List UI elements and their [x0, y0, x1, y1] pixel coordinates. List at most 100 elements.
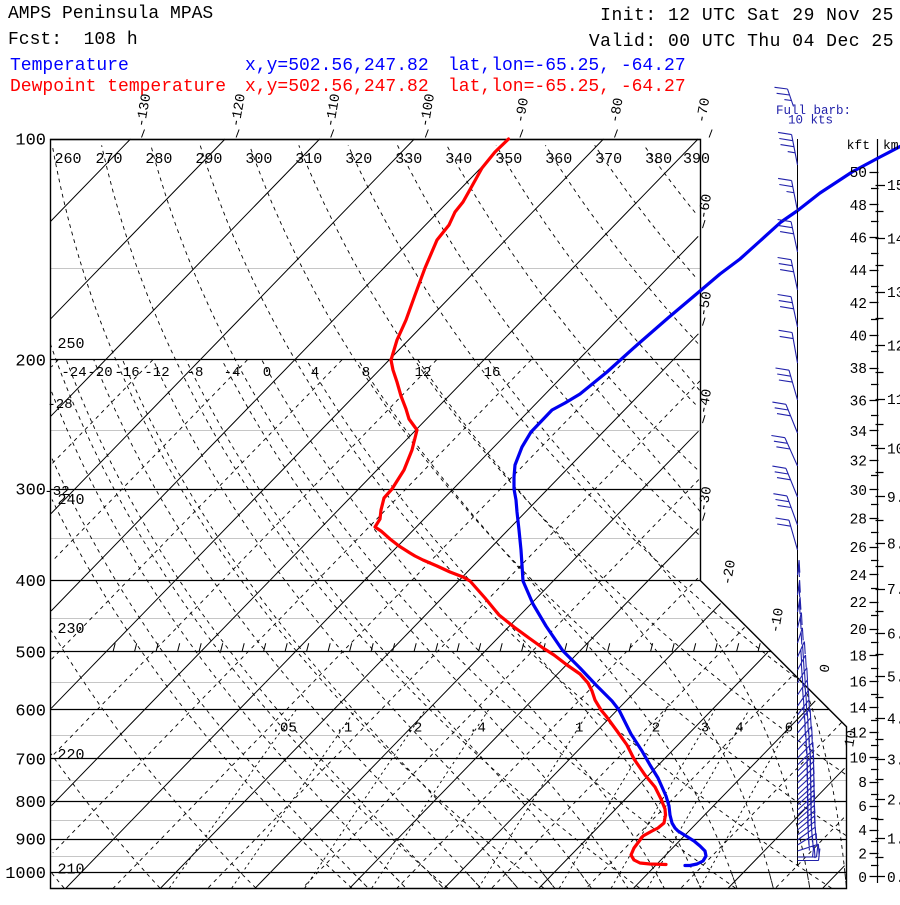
- svg-text:280: 280: [145, 151, 172, 168]
- svg-text:18: 18: [850, 650, 867, 666]
- svg-text:3.: 3.: [887, 754, 900, 770]
- svg-text:32: 32: [850, 455, 867, 471]
- svg-text:-12: -12: [144, 365, 169, 381]
- svg-text:13.: 13.: [887, 286, 900, 302]
- svg-text:9.: 9.: [887, 491, 900, 507]
- svg-text:2: 2: [858, 848, 867, 864]
- svg-text:44: 44: [850, 264, 867, 280]
- svg-text:4: 4: [858, 824, 867, 840]
- svg-text:-100: -100: [418, 93, 440, 129]
- svg-text:-70: -70: [694, 97, 714, 125]
- svg-text:6.: 6.: [887, 627, 900, 643]
- svg-text:-24: -24: [61, 365, 86, 381]
- svg-text:7.: 7.: [887, 583, 900, 599]
- svg-text:3: 3: [701, 721, 709, 737]
- svg-text:-32: -32: [44, 484, 69, 500]
- svg-text:38: 38: [850, 362, 867, 378]
- svg-text:320: 320: [345, 151, 372, 168]
- svg-text:AMPS Peninsula MPAS: AMPS Peninsula MPAS: [8, 4, 213, 24]
- svg-text:Fcst: 108 h: Fcst: 108 h: [8, 30, 138, 50]
- svg-text:x,y=502.56,247.82: x,y=502.56,247.82: [245, 77, 429, 97]
- svg-text:Valid: 00 UTC Thu 04 Dec 25: Valid: 00 UTC Thu 04 Dec 25: [589, 32, 894, 52]
- svg-text:800: 800: [15, 794, 46, 813]
- svg-text:300: 300: [245, 151, 272, 168]
- svg-text:300: 300: [15, 482, 46, 501]
- svg-text:16: 16: [850, 676, 867, 692]
- svg-text:0: 0: [263, 365, 271, 381]
- svg-text:22: 22: [850, 596, 867, 612]
- svg-text:12.: 12.: [887, 340, 900, 356]
- svg-text:-40: -40: [696, 388, 716, 416]
- svg-text:Full barb:: Full barb:: [776, 104, 851, 118]
- svg-text:-28: -28: [47, 397, 72, 413]
- svg-text:240: 240: [57, 492, 84, 509]
- svg-text:-80: -80: [607, 97, 627, 125]
- svg-text:16: 16: [484, 365, 501, 381]
- svg-text:46: 46: [850, 232, 867, 248]
- svg-text:380: 380: [645, 151, 672, 168]
- svg-text:290: 290: [195, 151, 222, 168]
- svg-text:Temperature: Temperature: [10, 56, 129, 76]
- svg-text:2: 2: [652, 721, 660, 737]
- svg-text:40: 40: [850, 329, 867, 345]
- svg-text:360: 360: [545, 151, 572, 168]
- svg-text:1000: 1000: [5, 865, 46, 884]
- svg-text:-90: -90: [513, 97, 533, 125]
- svg-text:500: 500: [15, 644, 46, 663]
- svg-text:10: 10: [842, 729, 861, 748]
- svg-text:-4: -4: [224, 365, 241, 381]
- svg-text:26: 26: [850, 541, 867, 557]
- svg-text:220: 220: [57, 747, 84, 764]
- svg-text:-110: -110: [323, 93, 345, 129]
- svg-text:10 kts: 10 kts: [788, 114, 833, 128]
- svg-text:15.: 15.: [887, 179, 900, 195]
- svg-text:-120: -120: [228, 93, 250, 129]
- svg-text:600: 600: [15, 702, 46, 721]
- svg-text:350: 350: [495, 151, 522, 168]
- svg-text:8: 8: [362, 365, 370, 381]
- svg-text:400: 400: [15, 573, 46, 592]
- svg-text:kft: kft: [847, 138, 870, 153]
- svg-text:34: 34: [850, 425, 867, 441]
- svg-text:330: 330: [395, 151, 422, 168]
- svg-text:2.: 2.: [887, 794, 900, 810]
- svg-text:30: 30: [850, 484, 867, 500]
- svg-text:-16: -16: [114, 365, 139, 381]
- svg-text:lat,lon=-65.25, -64.27: lat,lon=-65.25, -64.27: [448, 56, 686, 76]
- svg-text:1.: 1.: [887, 833, 900, 849]
- svg-text:-10: -10: [768, 607, 788, 635]
- svg-text:5.: 5.: [887, 670, 900, 686]
- svg-text:-8: -8: [187, 365, 204, 381]
- svg-text:-30: -30: [696, 485, 716, 513]
- svg-text:-20: -20: [87, 365, 112, 381]
- svg-text:14: 14: [850, 701, 867, 717]
- svg-text:42: 42: [850, 297, 867, 313]
- svg-text:0.: 0.: [887, 871, 900, 887]
- svg-text:6: 6: [858, 800, 867, 816]
- svg-text:250: 250: [57, 336, 84, 353]
- svg-text:370: 370: [595, 151, 622, 168]
- svg-text:310: 310: [295, 151, 322, 168]
- svg-text:24: 24: [850, 569, 867, 585]
- svg-text:900: 900: [15, 832, 46, 851]
- svg-text:6: 6: [785, 721, 793, 737]
- svg-text:11.: 11.: [887, 393, 900, 409]
- svg-text:10.: 10.: [887, 443, 900, 459]
- svg-text:14.: 14.: [887, 233, 900, 249]
- svg-text:20: 20: [850, 623, 867, 639]
- svg-text:.4: .4: [469, 721, 486, 737]
- svg-text:36: 36: [850, 395, 867, 411]
- svg-text:260: 260: [54, 151, 81, 168]
- svg-text:Dewpoint temperature: Dewpoint temperature: [10, 77, 226, 97]
- svg-text:-60: -60: [696, 193, 716, 221]
- svg-text:12: 12: [415, 365, 432, 381]
- svg-text:8: 8: [858, 776, 867, 792]
- svg-text:Init: 12 UTC Sat 29 Nov 25: Init: 12 UTC Sat 29 Nov 25: [600, 6, 894, 26]
- svg-text:x,y=502.56,247.82: x,y=502.56,247.82: [245, 56, 429, 76]
- svg-text:1: 1: [575, 721, 583, 737]
- svg-text:8.: 8.: [887, 538, 900, 554]
- svg-text:.1: .1: [335, 721, 352, 737]
- svg-text:340: 340: [445, 151, 472, 168]
- svg-text:.2: .2: [405, 721, 422, 737]
- svg-text:270: 270: [95, 151, 122, 168]
